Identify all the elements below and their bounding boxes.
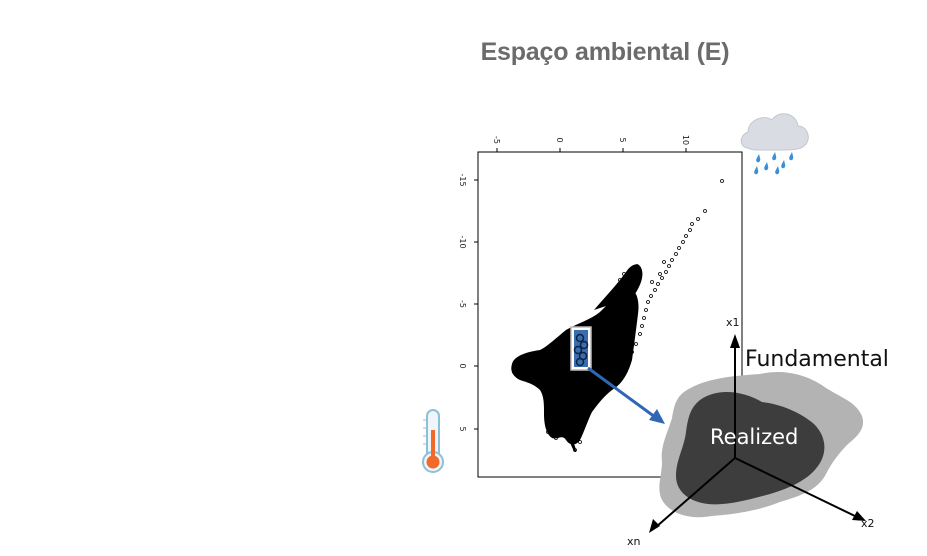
left-tick-label: -10 (458, 235, 467, 248)
point-cloud-tail (570, 436, 576, 452)
point-cloud-streak (594, 264, 640, 310)
top-tick-label: 10 (681, 135, 690, 145)
top-tick-label: 0 (555, 137, 564, 142)
thermometer-icon (422, 409, 444, 473)
top-tick-label: 5 (618, 137, 627, 142)
point-cloud-plume (600, 266, 643, 316)
selection-points (573, 333, 589, 367)
axis-x2-arrowhead (852, 511, 866, 521)
axis-xn-arrowhead (649, 519, 660, 533)
axis-xn-line (655, 457, 736, 528)
rain-cloud-icon (740, 113, 809, 175)
left-tick-label: -15 (458, 173, 467, 186)
niche-diagram: x1 x2 xn Fundamental Realized (627, 316, 889, 548)
axis-xn-label: xn (627, 535, 641, 548)
page-title: Espaço ambiental (E) (480, 38, 730, 66)
left-tick-label: -5 (458, 300, 467, 308)
axis-x2-label: x2 (861, 517, 875, 530)
outlier-points (512, 179, 724, 452)
top-tick-label: -5 (492, 136, 501, 144)
fundamental-label: Fundamental (745, 347, 889, 372)
left-tick-label: 5 (458, 426, 467, 431)
axis-x1-arrowhead (730, 334, 740, 348)
axis-x1-label: x1 (726, 316, 740, 329)
link-arrow (587, 366, 665, 424)
axis-x2-line (734, 457, 858, 518)
left-tick-label: 0 (458, 363, 467, 368)
realized-label: Realized (710, 425, 798, 449)
